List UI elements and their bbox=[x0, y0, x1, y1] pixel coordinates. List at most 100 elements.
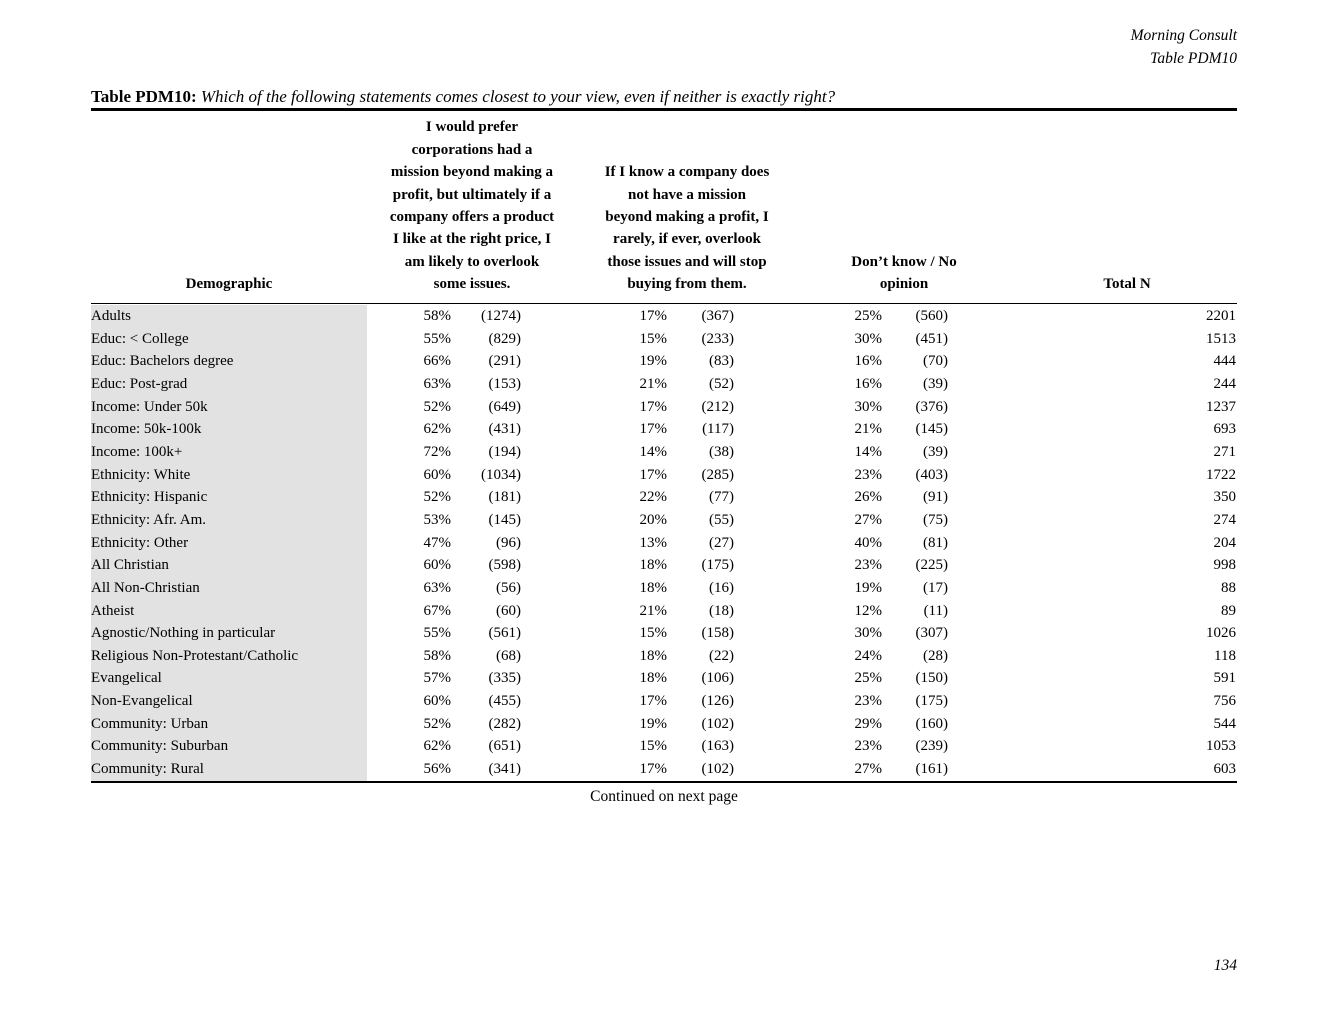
total-cell: 756 bbox=[1213, 693, 1237, 710]
total-cell: 244 bbox=[1213, 375, 1237, 392]
count-cell-option-2: (77) bbox=[709, 489, 734, 506]
percent-cell-option-2: 21% bbox=[639, 375, 668, 392]
demographic-cell: Atheist bbox=[91, 599, 367, 623]
count-cell-option-1: (181) bbox=[488, 489, 522, 506]
count-cell-option-1: (561) bbox=[488, 625, 522, 642]
total-cell: 693 bbox=[1213, 421, 1237, 438]
demographic-cell: Ethnicity: Afr. Am. bbox=[91, 508, 367, 532]
count-cell-option-1: (1034) bbox=[481, 466, 521, 483]
table-row: Community: Rural 56% (341) 17% (102) 27%… bbox=[91, 758, 1236, 781]
count-cell-option-2: (83) bbox=[709, 353, 734, 370]
count-cell-option-1: (145) bbox=[488, 511, 522, 528]
percent-cell-option-2: 15% bbox=[639, 330, 668, 347]
percent-cell-option-1: 60% bbox=[423, 693, 452, 710]
count-cell-dont-know: (81) bbox=[923, 534, 948, 551]
percent-cell-option-2: 21% bbox=[639, 602, 668, 619]
percent-cell-dont-know: 27% bbox=[854, 511, 883, 528]
percent-cell-option-1: 62% bbox=[423, 421, 452, 438]
total-cell: 1513 bbox=[1206, 330, 1236, 347]
total-cell: 603 bbox=[1213, 761, 1237, 778]
total-cell: 271 bbox=[1213, 443, 1237, 460]
table-row: All Non-Christian 63% (56) 18% (16) 19% … bbox=[91, 576, 1236, 600]
percent-cell-option-1: 57% bbox=[423, 670, 452, 687]
count-cell-option-2: (106) bbox=[701, 670, 735, 687]
count-cell-option-1: (68) bbox=[496, 647, 521, 664]
total-cell: 1053 bbox=[1206, 738, 1236, 755]
table-row: Educ: Bachelors degree 66% (291) 19% (83… bbox=[91, 350, 1236, 373]
total-cell: 350 bbox=[1213, 489, 1237, 506]
total-cell: 1026 bbox=[1206, 625, 1236, 642]
total-cell: 274 bbox=[1213, 511, 1237, 528]
count-cell-option-1: (96) bbox=[496, 534, 521, 551]
percent-cell-dont-know: 40% bbox=[854, 534, 883, 551]
percent-cell-dont-know: 23% bbox=[854, 557, 883, 574]
count-cell-option-1: (153) bbox=[488, 375, 522, 392]
count-cell-option-1: (282) bbox=[488, 715, 522, 732]
table-row: Agnostic/Nothing in particular 55% (561)… bbox=[91, 622, 1236, 645]
demographic-cell: Income: 100k+ bbox=[91, 440, 367, 464]
count-cell-option-1: (455) bbox=[488, 693, 522, 710]
percent-cell-option-1: 62% bbox=[423, 738, 452, 755]
percent-cell-option-1: 55% bbox=[423, 330, 452, 347]
percent-cell-option-2: 13% bbox=[639, 534, 668, 551]
percent-cell-option-2: 17% bbox=[639, 421, 668, 438]
percent-cell-option-1: 52% bbox=[423, 398, 452, 415]
column-header-option-1: I would prefer corporations had a missio… bbox=[389, 119, 555, 293]
count-cell-option-2: (233) bbox=[701, 330, 735, 347]
source-header: Morning Consult Table PDM10 bbox=[91, 24, 1237, 70]
count-cell-option-2: (158) bbox=[701, 625, 735, 642]
count-cell-dont-know: (161) bbox=[915, 761, 949, 778]
percent-cell-dont-know: 27% bbox=[854, 761, 883, 778]
table-row: Income: Under 50k 52% (649) 17% (212) 30… bbox=[91, 395, 1236, 419]
table-row: Income: 100k+ 72% (194) 14% (38) 14% (39… bbox=[91, 440, 1237, 464]
percent-cell-option-1: 67% bbox=[423, 602, 452, 619]
demographic-cell: Ethnicity: Hispanic bbox=[91, 486, 367, 509]
column-header-demographic: Demographic bbox=[185, 276, 273, 293]
table-title-label: Table PDM10: bbox=[91, 87, 197, 106]
count-cell-option-1: (341) bbox=[488, 761, 522, 778]
count-cell-dont-know: (75) bbox=[923, 511, 948, 528]
demographic-cell: Community: Urban bbox=[91, 712, 367, 736]
source-table-id: Table PDM10 bbox=[1150, 50, 1237, 67]
count-cell-option-1: (335) bbox=[488, 670, 522, 687]
percent-cell-dont-know: 23% bbox=[854, 693, 883, 710]
percent-cell-option-1: 56% bbox=[423, 761, 452, 778]
table-row: Adults 58% (1274) 17% (367) 25% (560) 22… bbox=[91, 304, 1236, 328]
percent-cell-option-2: 18% bbox=[639, 557, 668, 574]
demographic-cell: Agnostic/Nothing in particular bbox=[91, 622, 367, 645]
count-cell-dont-know: (28) bbox=[923, 647, 948, 664]
demographic-cell: Educ: Post-grad bbox=[91, 372, 367, 396]
percent-cell-option-2: 14% bbox=[639, 443, 668, 460]
demographic-cell: Community: Rural bbox=[91, 758, 367, 781]
total-cell: 998 bbox=[1213, 557, 1237, 574]
count-cell-option-1: (291) bbox=[488, 353, 522, 370]
percent-cell-option-2: 17% bbox=[639, 307, 668, 324]
count-cell-option-2: (367) bbox=[701, 307, 735, 324]
percent-cell-dont-know: 14% bbox=[854, 443, 883, 460]
demographic-cell: Adults bbox=[91, 304, 367, 328]
table-body: Adults 58% (1274) 17% (367) 25% (560) 22… bbox=[91, 304, 1237, 781]
percent-cell-dont-know: 19% bbox=[854, 579, 883, 596]
total-cell: 1722 bbox=[1206, 466, 1236, 483]
table-row: Religious Non-Protestant/Catholic 58% (6… bbox=[91, 644, 1236, 668]
total-cell: 204 bbox=[1213, 534, 1237, 551]
demographic-cell: Educ: Bachelors degree bbox=[91, 350, 367, 373]
percent-cell-option-1: 55% bbox=[423, 625, 452, 642]
demographic-cell: All Non-Christian bbox=[91, 576, 367, 600]
percent-cell-dont-know: 23% bbox=[854, 466, 883, 483]
count-cell-option-1: (829) bbox=[488, 330, 522, 347]
count-cell-option-2: (52) bbox=[709, 375, 734, 392]
count-cell-dont-know: (376) bbox=[915, 398, 949, 415]
count-cell-option-2: (117) bbox=[702, 421, 734, 438]
percent-cell-option-2: 17% bbox=[639, 398, 668, 415]
table-row: Non-Evangelical 60% (455) 17% (126) 23% … bbox=[91, 690, 1236, 713]
percent-cell-dont-know: 16% bbox=[854, 353, 883, 370]
percent-cell-dont-know: 16% bbox=[854, 375, 883, 392]
count-cell-dont-know: (239) bbox=[915, 738, 949, 755]
count-cell-dont-know: (160) bbox=[915, 715, 949, 732]
table-title-question: Which of the following statements comes … bbox=[200, 87, 836, 106]
count-cell-option-1: (598) bbox=[488, 557, 522, 574]
count-cell-option-2: (285) bbox=[701, 466, 735, 483]
count-cell-option-2: (126) bbox=[701, 693, 735, 710]
